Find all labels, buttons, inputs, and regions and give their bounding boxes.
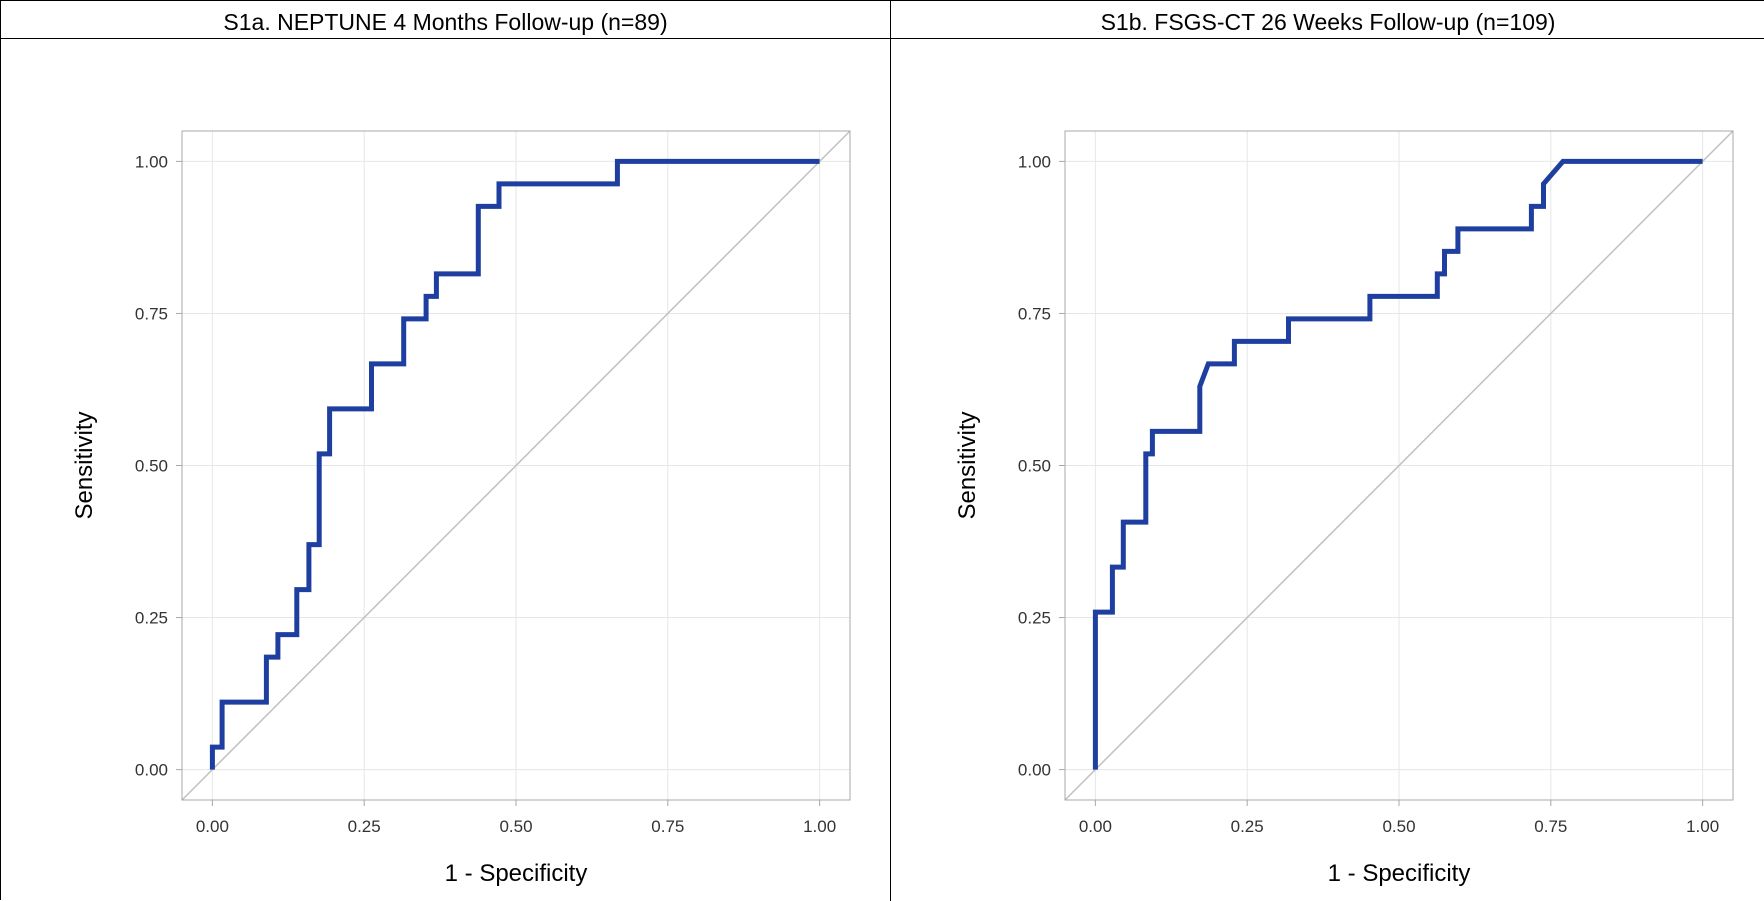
x-tick-label: 0.00 [1079, 817, 1112, 836]
x-tick-label: 0.50 [499, 817, 532, 836]
y-tick-label: 0.50 [135, 457, 168, 476]
y-tick-label: 1.00 [135, 152, 168, 171]
panel-title: S1b. FSGS-CT 26 Weeks Follow-up (n=109) [891, 1, 1764, 39]
y-tick-label: 0.75 [135, 304, 168, 323]
y-tick-label: 0.75 [1018, 304, 1051, 323]
y-axis-title: Sensitivity [954, 411, 981, 519]
x-axis-title: 1 - Specificity [445, 860, 588, 887]
x-tick-label: 1.00 [1686, 817, 1719, 836]
x-tick-label: 1.00 [803, 817, 836, 836]
x-tick-label: 0.25 [1231, 817, 1264, 836]
x-tick-label: 0.75 [1534, 817, 1567, 836]
x-tick-label: 0.00 [196, 817, 229, 836]
roc-chart-s1b: 0.00 0.25 0.50 0.75 1.00 0.00 0.25 0.50 0.75 1.00… [891, 40, 1764, 901]
x-tick-label: 0.25 [348, 817, 381, 836]
y-axis-title: Sensitivity [71, 411, 98, 519]
y-tick-label: 0.25 [1018, 609, 1051, 628]
y-tick-label: 0.50 [1018, 457, 1051, 476]
y-tick-label: 0.00 [1018, 761, 1051, 780]
x-tick-label: 0.75 [651, 817, 684, 836]
panel-s1b: S1b. FSGS-CT 26 Weeks Follow-up (n=109) … [891, 1, 1764, 901]
roc-chart-s1a: 0.00 0.25 0.50 0.75 1.00 0.00 0.25 0.50 0.75 1.00… [1, 40, 890, 901]
panel-title: S1a. NEPTUNE 4 Months Follow-up (n=89) [1, 1, 890, 39]
y-tick-label: 1.00 [1018, 152, 1051, 171]
x-tick-label: 0.50 [1382, 817, 1415, 836]
panel-s1a: S1a. NEPTUNE 4 Months Follow-up (n=89) 0… [1, 1, 891, 901]
y-tick-label: 0.00 [135, 761, 168, 780]
x-axis-title: 1 - Specificity [1328, 860, 1471, 887]
y-tick-label: 0.25 [135, 609, 168, 628]
